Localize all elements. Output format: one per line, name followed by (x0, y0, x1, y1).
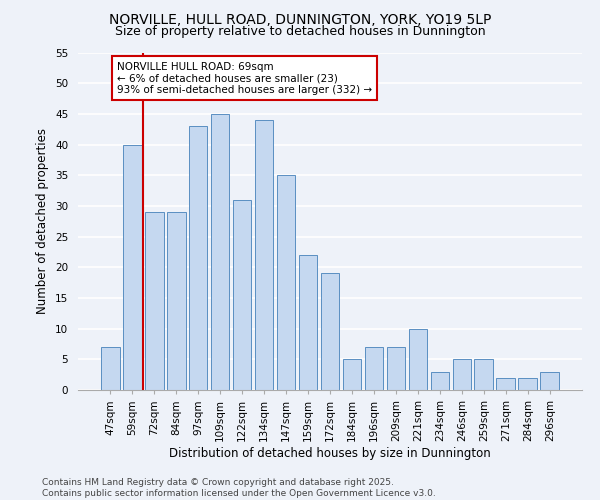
Bar (167, 212, 185, 390)
Bar (409, 328, 427, 390)
Bar (145, 212, 164, 390)
Text: Size of property relative to detached houses in Dunnington: Size of property relative to detached ho… (115, 25, 485, 38)
Bar (431, 372, 449, 390)
Bar (365, 347, 383, 390)
Bar (320, 274, 340, 390)
Bar (233, 200, 251, 390)
Text: NORVILLE, HULL ROAD, DUNNINGTON, YORK, YO19 5LP: NORVILLE, HULL ROAD, DUNNINGTON, YORK, Y… (109, 12, 491, 26)
Bar (211, 114, 229, 390)
Bar (496, 378, 515, 390)
Y-axis label: Number of detached properties: Number of detached properties (37, 128, 49, 314)
Text: Contains HM Land Registry data © Crown copyright and database right 2025.
Contai: Contains HM Land Registry data © Crown c… (42, 478, 436, 498)
Bar (452, 360, 471, 390)
Bar (299, 255, 317, 390)
Bar (475, 360, 493, 390)
Bar (541, 372, 559, 390)
Bar (255, 120, 274, 390)
Bar (518, 378, 537, 390)
Bar (277, 175, 295, 390)
Bar (123, 144, 142, 390)
Bar (343, 360, 361, 390)
Bar (101, 347, 119, 390)
Bar (189, 126, 208, 390)
Text: NORVILLE HULL ROAD: 69sqm
← 6% of detached houses are smaller (23)
93% of semi-d: NORVILLE HULL ROAD: 69sqm ← 6% of detach… (117, 62, 372, 95)
Bar (386, 347, 405, 390)
X-axis label: Distribution of detached houses by size in Dunnington: Distribution of detached houses by size … (169, 446, 491, 460)
